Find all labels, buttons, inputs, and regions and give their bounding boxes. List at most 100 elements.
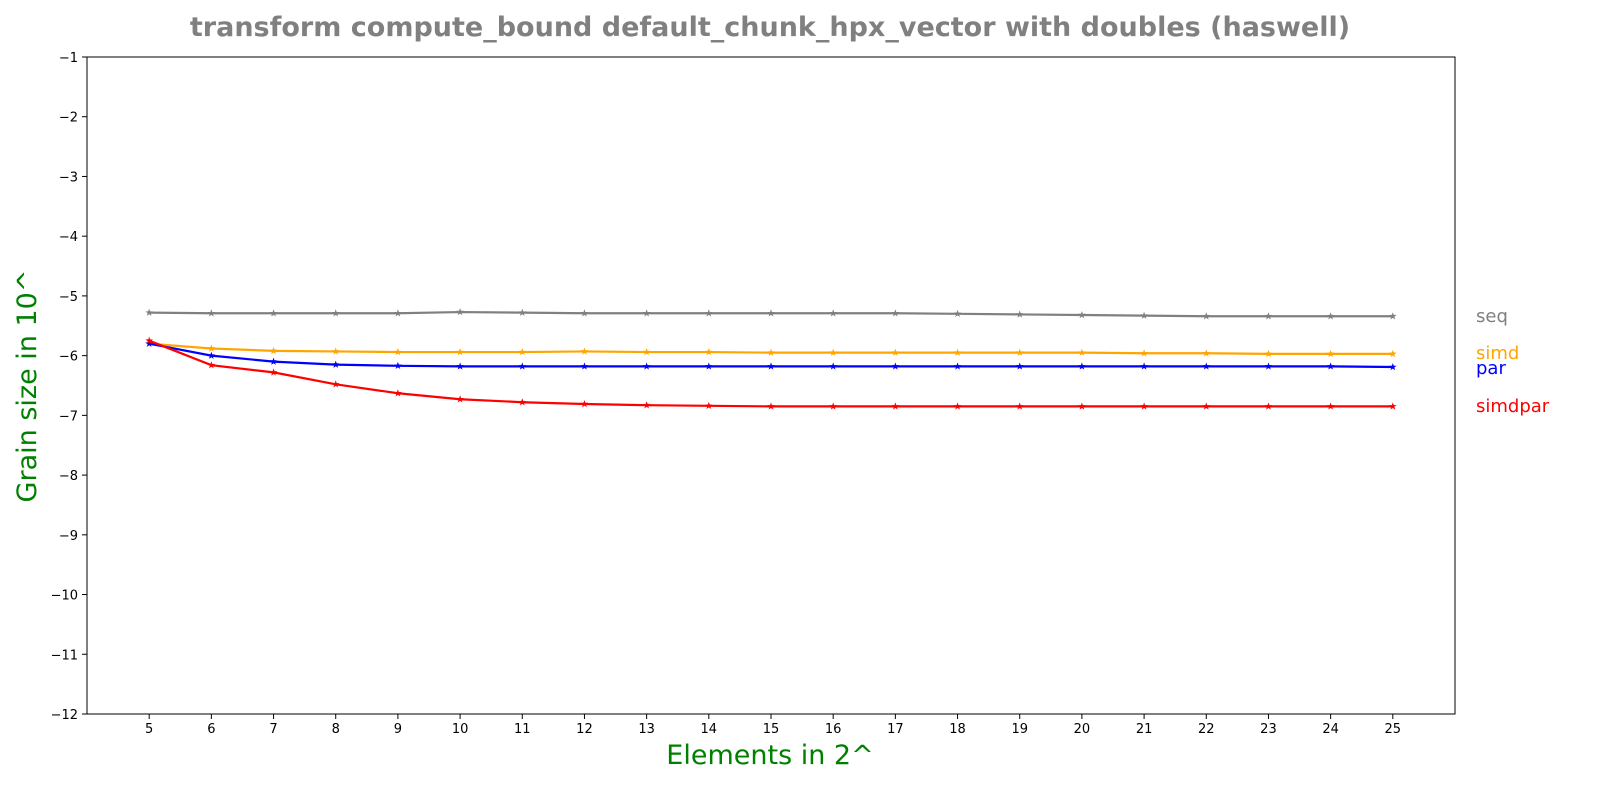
data-point-seq xyxy=(1015,310,1024,318)
data-point-seq xyxy=(1140,311,1148,319)
data-point-simdpar xyxy=(331,380,340,388)
data-point-simdpar xyxy=(1264,402,1273,410)
data-point-simdpar xyxy=(1202,402,1211,410)
data-point-seq xyxy=(1264,312,1273,320)
data-point-simdpar xyxy=(456,395,464,403)
y-tick-label: −8 xyxy=(59,469,78,484)
data-point-simdpar xyxy=(269,368,278,376)
y-tick-label: −7 xyxy=(59,409,78,424)
x-tick-label: 9 xyxy=(394,722,402,737)
data-point-seq xyxy=(1326,312,1335,320)
x-axis: 5 6 7 8 9 10 11 12 13 14 15 16 17 18 19 20 21 22 23 24 25 xyxy=(145,714,1401,737)
data-point-seq xyxy=(394,309,402,317)
series-label-seq: seq xyxy=(1476,306,1508,327)
data-point-simd xyxy=(1078,348,1086,356)
x-tick-label: 20 xyxy=(1074,722,1091,737)
data-point-simdpar xyxy=(207,361,216,369)
series-seq xyxy=(145,308,1397,320)
data-point-simdpar xyxy=(953,402,962,410)
x-tick-label: 16 xyxy=(825,722,842,737)
y-tick-label: −4 xyxy=(59,230,78,245)
data-point-par xyxy=(580,362,589,370)
data-point-seq xyxy=(456,308,464,316)
series-label-simdpar: simdpar xyxy=(1476,396,1550,417)
data-point-simd xyxy=(891,348,900,356)
y-tick-label: −12 xyxy=(51,708,78,723)
data-point-simdpar xyxy=(767,402,775,410)
x-tick-label: 22 xyxy=(1198,722,1215,737)
data-point-par xyxy=(1078,362,1086,370)
x-tick-label: 10 xyxy=(452,722,469,737)
data-point-seq xyxy=(1202,312,1211,320)
x-tick-label: 5 xyxy=(145,722,153,737)
data-point-par xyxy=(1202,362,1211,370)
series-label-simd: simd xyxy=(1476,343,1519,364)
data-point-simdpar xyxy=(891,402,900,410)
x-tick-label: 23 xyxy=(1260,722,1277,737)
data-point-simd xyxy=(767,348,775,356)
data-point-seq xyxy=(953,309,962,318)
data-point-seq xyxy=(1078,311,1086,319)
data-point-simdpar xyxy=(705,401,713,410)
y-tick-label: −11 xyxy=(51,648,78,663)
data-point-par xyxy=(331,360,340,368)
data-point-seq xyxy=(145,308,153,316)
data-point-simdpar xyxy=(394,389,402,397)
data-point-seq xyxy=(1389,312,1397,320)
data-point-par xyxy=(829,362,837,370)
data-point-par xyxy=(767,362,775,370)
x-tick-label: 19 xyxy=(1011,722,1028,737)
data-point-simd xyxy=(1264,349,1273,358)
data-point-simdpar xyxy=(642,401,651,409)
data-point-seq xyxy=(642,309,651,317)
y-tick-label: −2 xyxy=(59,111,78,126)
x-tick-label: 21 xyxy=(1136,722,1153,737)
series-simd xyxy=(145,339,1397,358)
data-point-par xyxy=(207,351,216,359)
series-simdpar xyxy=(145,336,1397,410)
data-point-simdpar xyxy=(1140,402,1148,410)
data-point-par xyxy=(891,362,900,370)
series-layer xyxy=(145,308,1397,410)
x-tick-label: 12 xyxy=(576,722,593,737)
data-point-simd xyxy=(1326,349,1335,358)
data-point-simd xyxy=(1202,349,1211,357)
data-point-simd xyxy=(207,344,216,352)
data-point-simd xyxy=(1140,349,1148,357)
data-point-simd xyxy=(1389,349,1397,358)
data-point-par xyxy=(1015,362,1024,370)
y-tick-label: −3 xyxy=(59,170,78,185)
data-point-simd xyxy=(394,348,402,356)
x-tick-label: 15 xyxy=(763,722,780,737)
data-point-simd xyxy=(269,346,278,355)
chart-title: transform compute_bound default_chunk_hp… xyxy=(190,12,1350,43)
plot-area xyxy=(86,56,1456,715)
data-point-simd xyxy=(829,348,837,356)
data-point-simd xyxy=(580,347,589,355)
data-point-simdpar xyxy=(1078,402,1086,410)
data-point-seq xyxy=(891,309,900,317)
data-point-par xyxy=(642,362,651,370)
series-par xyxy=(145,339,1397,371)
x-tick-label: 18 xyxy=(949,722,966,737)
x-tick-label: 11 xyxy=(514,722,531,737)
x-tick-label: 17 xyxy=(887,722,904,737)
plot-frame xyxy=(86,56,1456,715)
x-tick-label: 25 xyxy=(1385,722,1402,737)
data-point-seq xyxy=(767,309,775,317)
data-point-par xyxy=(705,362,713,370)
data-point-par xyxy=(1326,362,1335,370)
data-point-simd xyxy=(705,348,713,356)
data-point-simdpar xyxy=(1389,402,1397,410)
data-point-par xyxy=(518,362,527,370)
data-point-simdpar xyxy=(1326,402,1335,410)
data-point-seq xyxy=(331,309,340,317)
data-point-par xyxy=(394,361,402,370)
x-tick-label: 7 xyxy=(269,722,277,737)
y-tick-label: −1 xyxy=(59,51,78,66)
data-point-simd xyxy=(642,348,651,356)
data-point-seq xyxy=(207,309,216,317)
series-label-par: par xyxy=(1476,358,1506,379)
data-point-par xyxy=(1140,362,1148,370)
